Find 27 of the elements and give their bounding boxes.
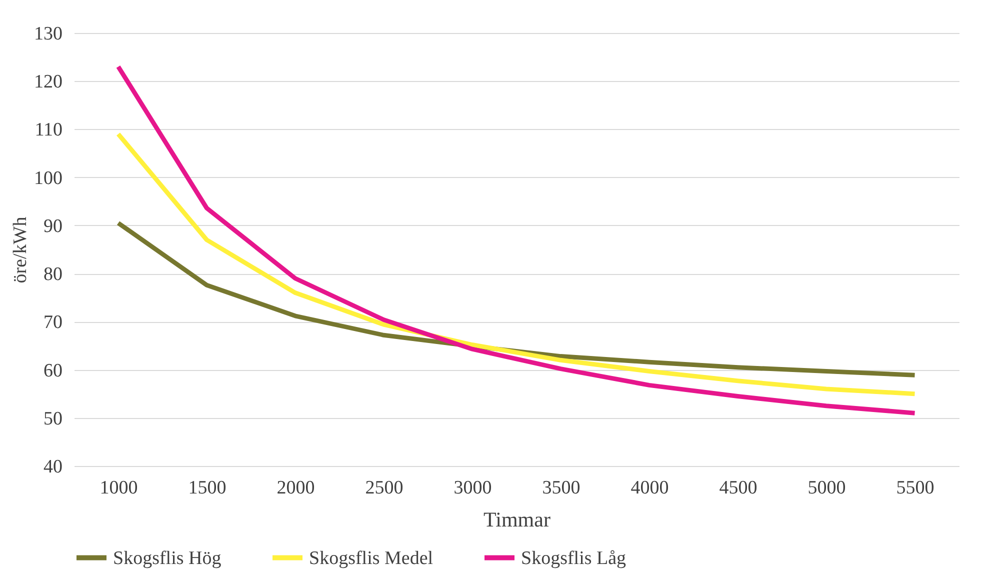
y-tick-label: 90: [44, 216, 62, 237]
x-tick-label: 2500: [365, 478, 404, 498]
line-series: [116, 64, 917, 416]
x-tick-label: 2000: [276, 478, 315, 498]
y-tick-label: 120: [34, 72, 62, 93]
y-tick-label: 60: [44, 360, 62, 382]
y-tick-label: 70: [44, 312, 62, 334]
legend-label: Skogsflis Medel: [309, 548, 434, 569]
y-tick-label: 100: [34, 168, 62, 189]
line-series: [116, 132, 917, 396]
x-tick-label: 3000: [454, 478, 492, 498]
x-tick-label: 4500: [719, 478, 758, 498]
x-tick-label: 5000: [808, 478, 846, 498]
x-axis-title: Timmar: [484, 508, 550, 532]
y-tick-label: 130: [34, 24, 62, 44]
y-tick-label: 80: [44, 264, 62, 286]
x-tick-label: 1000: [100, 478, 138, 498]
x-tick-label: 1500: [188, 478, 226, 498]
y-tick-label: 110: [34, 120, 62, 141]
y-tick-label: 40: [44, 456, 62, 478]
y-axis-title: öre/kWh: [10, 216, 31, 284]
x-tick-label: 3500: [542, 478, 580, 498]
x-tick-label: 5500: [896, 478, 934, 498]
y-tick-label: 50: [44, 408, 62, 430]
legend-label: Skogsflis Låg: [521, 548, 627, 569]
legend-label: Skogsflis Hög: [113, 548, 222, 569]
x-tick-label: 4000: [630, 478, 669, 498]
